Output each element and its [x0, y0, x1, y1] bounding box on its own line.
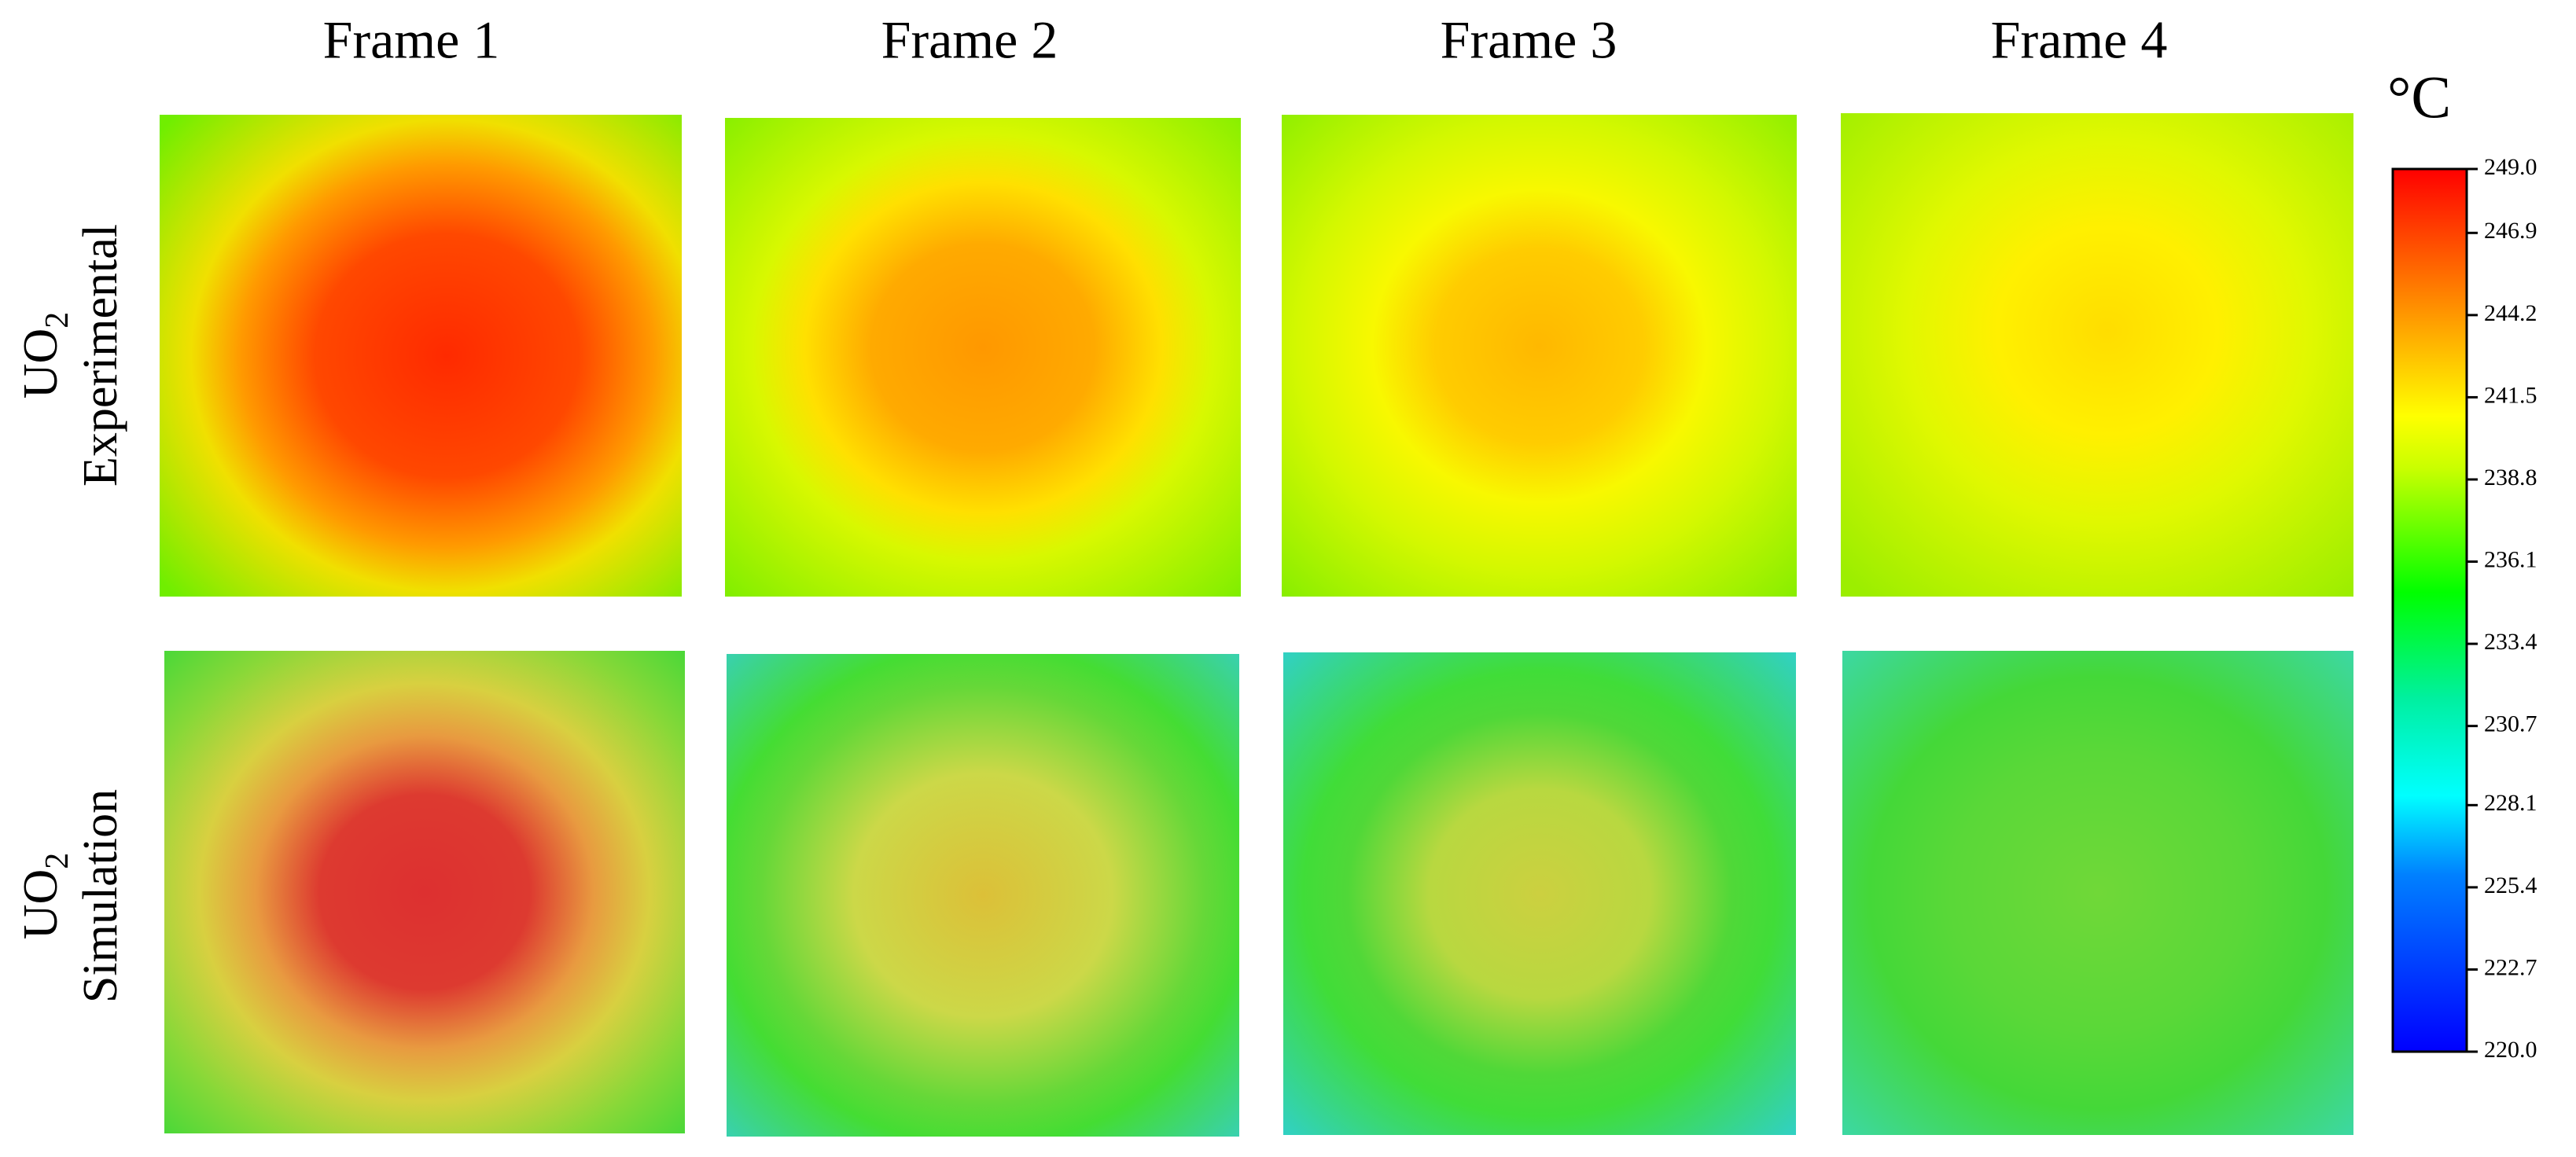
row-label-sub: Experimental [74, 224, 127, 487]
tick-label: 220.0 [2484, 1037, 2537, 1063]
heatmap [164, 651, 685, 1133]
colorbar [2391, 167, 2468, 1053]
row-label: UO2 Simulation [14, 789, 127, 1003]
tick-label: 236.1 [2484, 546, 2537, 572]
tick-label: 241.5 [2484, 382, 2537, 408]
column-title: Frame 4 [1991, 10, 2168, 70]
row-label-text: UO [14, 869, 68, 940]
tick-label: 238.8 [2484, 465, 2537, 490]
row-label-sub: Simulation [74, 789, 127, 1003]
tick-label: 244.2 [2484, 300, 2537, 326]
tick-label: 249.0 [2484, 154, 2537, 180]
row-label: UO2 Experimental [14, 224, 127, 487]
tick-label: 222.7 [2484, 954, 2537, 980]
column-title: Frame 3 [1441, 10, 1617, 70]
heatmap [1282, 115, 1797, 597]
column-title: Frame 1 [323, 10, 500, 70]
tick-label: 233.4 [2484, 629, 2537, 655]
heatmap [1283, 652, 1796, 1135]
tick-label: 246.9 [2484, 218, 2537, 244]
row-label-subscript: 2 [39, 312, 75, 329]
row-label-text: UO [14, 329, 68, 399]
heatmap [1842, 651, 2353, 1135]
heatmap [725, 118, 1241, 597]
heatmap [727, 654, 1239, 1137]
tick-label: 230.7 [2484, 711, 2537, 737]
row-label-main: UO2 [14, 853, 75, 940]
heatmap [1841, 113, 2353, 597]
colorbar-unit: °C [2387, 64, 2451, 130]
column-title: Frame 2 [881, 10, 1058, 70]
tick-label: 228.1 [2484, 790, 2537, 816]
row-label-main: UO2 [14, 312, 75, 399]
heatmap [160, 115, 682, 597]
heatmaps [160, 113, 2353, 1137]
tick-label: 225.4 [2484, 872, 2537, 898]
row-label-subscript: 2 [39, 853, 75, 869]
